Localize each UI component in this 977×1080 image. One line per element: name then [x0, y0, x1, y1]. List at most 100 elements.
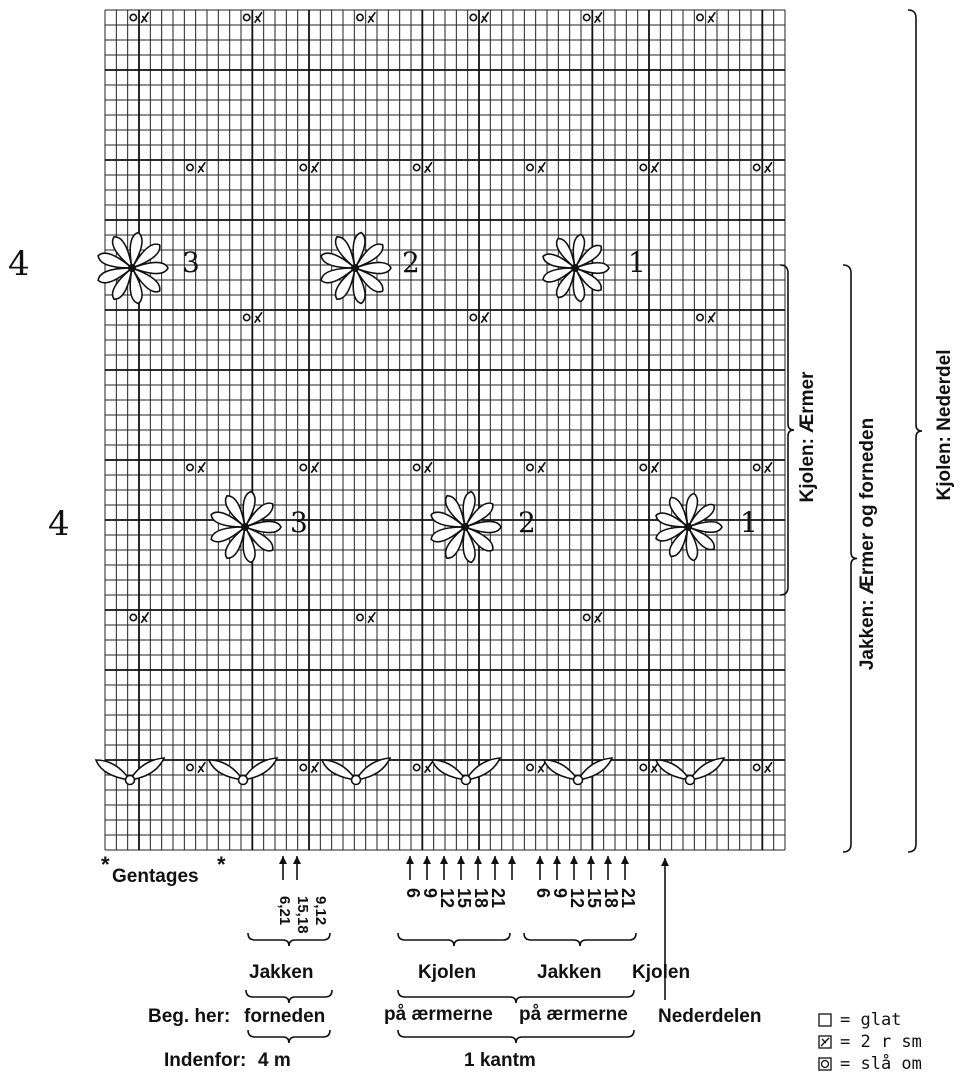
arrow-number: 15: [584, 888, 604, 909]
leaf-motif: [320, 757, 392, 786]
yarn-over-k2tog-symbol: [469, 311, 490, 324]
group-label-jakken: Jakken: [537, 962, 602, 983]
arrow-head: [553, 856, 561, 864]
start-arrows: [279, 856, 669, 1000]
inside-4m: 4 m: [258, 1050, 291, 1071]
group-label-kjolen: Kjolen: [418, 962, 477, 983]
yarn-over-k2tog-symbol: [582, 611, 603, 624]
legend-text: = slå om: [840, 1054, 922, 1074]
inside-prefix: Indenfor:: [164, 1050, 247, 1071]
arrow-number: 6: [533, 888, 553, 899]
flower-motif: [430, 490, 502, 564]
row-marker-mid: 4: [48, 504, 70, 544]
start-prefix: Beg. her:: [148, 1006, 231, 1027]
arrow-head: [587, 856, 595, 864]
bracket-kjolen-aermer: [779, 264, 795, 596]
yarn-over-k2tog-symbol: [299, 761, 320, 774]
arrow-head: [621, 856, 629, 864]
legend-item: = slå om: [818, 1053, 922, 1075]
yarn-over-k2tog-symbol: [526, 161, 546, 174]
legend-text: = glat: [840, 1010, 902, 1030]
yarn-over-k2tog-symbol: [526, 461, 546, 474]
repeat-label: Gentages: [112, 866, 199, 887]
arrow-head: [406, 856, 414, 864]
start-nederdelen: Nederdelen: [658, 1006, 762, 1027]
yarn-over-k2tog-symbol: [582, 11, 603, 24]
yarn-over-k2tog-symbol: [186, 461, 206, 474]
legend-text: = 2 r sm: [840, 1032, 922, 1052]
legend: = glat = 2 r sm = slå om: [818, 1009, 922, 1075]
yarn-over-k2tog-symbol: [526, 761, 546, 774]
yarn-over-k2tog-symbol: [696, 11, 716, 24]
arrow-number: 21: [618, 888, 638, 909]
arrow-number: 18: [601, 888, 621, 909]
leaf-motif: [654, 757, 726, 786]
stitch-symbols: [129, 11, 773, 774]
bracket-group: [247, 1029, 331, 1044]
bracket-kjolen-nederdel: [907, 9, 923, 853]
row-marker-top: 4: [8, 244, 30, 284]
yarn-over-k2tog-symbol: [129, 11, 150, 24]
yarn-over-k2tog-symbol: [639, 461, 660, 474]
repeat-star: *: [101, 852, 110, 877]
yarn-over-k2tog-symbol: [242, 11, 263, 24]
bracket-group: [523, 932, 637, 947]
legend-item: = glat: [818, 1009, 922, 1031]
yarn-over-k2tog-symbol: [299, 461, 320, 474]
chart-grid: [104, 9, 786, 851]
leaf-motif: [542, 757, 614, 786]
arrow-number: 18: [471, 888, 491, 909]
arrow-number: 15: [454, 888, 474, 909]
leaf-motif: [430, 757, 502, 786]
flower-motifs: [94, 231, 726, 786]
flower-motif: [320, 231, 392, 305]
yarn-over-k2tog-symbol: [696, 311, 716, 324]
yarn-over-k2tog-symbol: [356, 611, 376, 624]
legend-item: = 2 r sm: [818, 1031, 922, 1053]
arrow-head: [508, 856, 516, 864]
arrow-head: [474, 856, 482, 864]
yarn-over-k2tog-symbol: [752, 161, 773, 174]
slash-square-icon: [818, 1035, 832, 1049]
arrow-number: 9: [550, 888, 570, 899]
motif-number: 1: [740, 506, 758, 539]
arrow-head: [279, 856, 287, 864]
yarn-over-k2tog-symbol: [186, 761, 206, 774]
arrow-number: 6: [403, 888, 423, 899]
arrow-head: [570, 856, 578, 864]
bracket-group: [397, 989, 635, 1004]
arrow-head: [661, 858, 669, 866]
arrow-head: [423, 856, 431, 864]
yarn-over-k2tog-symbol: [299, 161, 320, 174]
arrow-number: 9: [420, 888, 440, 899]
yarn-over-k2tog-symbol: [752, 761, 773, 774]
arrow-head: [440, 856, 448, 864]
arrow-head: [536, 856, 544, 864]
motif-number: 3: [182, 246, 200, 279]
empty-square-icon: [818, 1013, 832, 1027]
arrow-number: 9,12: [312, 896, 329, 926]
flower-motif: [655, 492, 723, 562]
label-kjolen-nederdel: Kjolen: Nederdel: [934, 349, 955, 501]
yarn-over-k2tog-symbol: [412, 461, 433, 474]
yarn-over-k2tog-symbol: [752, 461, 773, 474]
yarn-over-k2tog-symbol: [356, 11, 376, 24]
arrow-number: 12: [437, 888, 457, 909]
bracket-group: [245, 989, 333, 1004]
yarn-over-k2tog-symbol: [242, 311, 263, 324]
yarn-over-k2tog-symbol: [412, 761, 433, 774]
motif-number: 2: [402, 246, 420, 279]
label-jakken-aermer-forneden: Jakken: Ærmer og forneden: [857, 417, 878, 671]
motif-number: 1: [628, 246, 646, 279]
motif-number: 3: [290, 506, 308, 539]
group-label-jakken: Jakken: [249, 962, 314, 983]
arrow-head: [457, 856, 465, 864]
flower-motif: [210, 490, 282, 564]
arrow-number: 15,18: [294, 896, 311, 934]
label-kjolen-aermer: Kjolen: Ærmer: [797, 371, 818, 503]
start-forneden: forneden: [244, 1006, 326, 1027]
yarn-over-k2tog-symbol: [186, 161, 206, 174]
brackets: [245, 9, 923, 1044]
bracket-group: [397, 932, 511, 947]
start-aermerne-jakken: på ærmerne: [519, 1004, 628, 1025]
